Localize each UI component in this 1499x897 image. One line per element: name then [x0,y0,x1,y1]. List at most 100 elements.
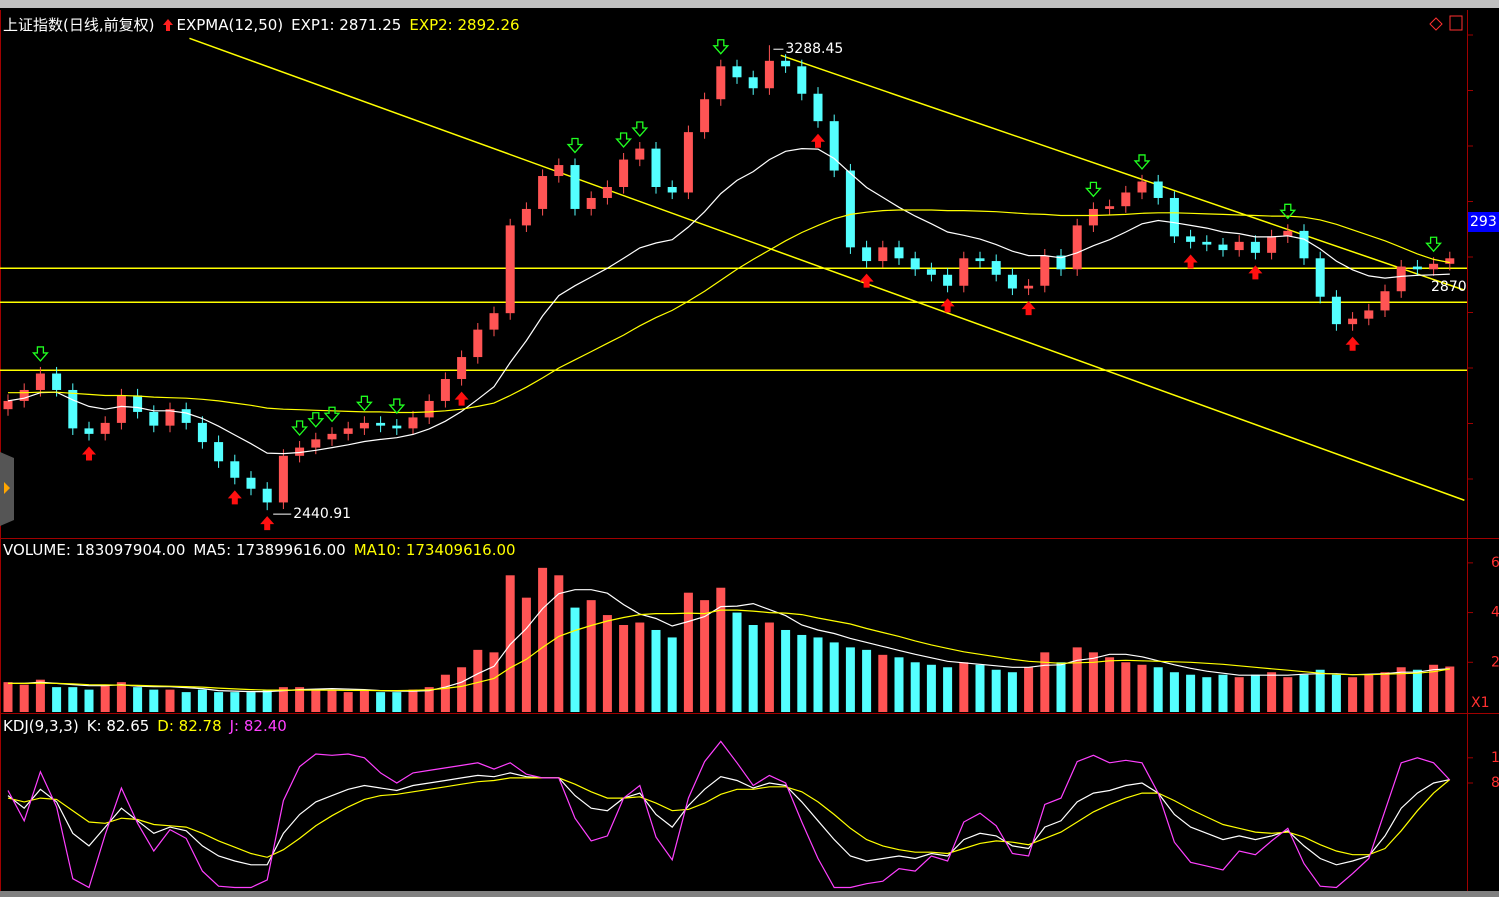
candle-body [635,148,645,160]
volume-bar [278,687,288,712]
candle-body [943,274,953,286]
candle-body [1267,236,1277,253]
candle-body [181,409,191,423]
candle-body [489,313,499,330]
volume-bar [327,689,337,712]
volume-bar [1234,677,1244,712]
volume-bar [214,692,224,712]
candle-body [1072,225,1082,270]
sell-signal [615,132,633,148]
volume-bar [538,567,548,712]
candle-body [1396,266,1406,292]
axis-unit: X1 [1471,695,1490,711]
candle-body [700,99,710,133]
candle-body [392,425,402,429]
volume-bar [1202,677,1212,712]
candle-body [1202,241,1212,245]
volume-bar [1412,669,1422,712]
buy-signal [1248,265,1263,280]
main-header: 上证指数(日线,前复权) EXPMA(12,50) EXP1: 2871.25 … [3,14,520,35]
volume-bar [1396,667,1406,712]
candle-body [586,197,596,209]
window-icon[interactable] [1429,17,1443,31]
volume-bar [910,662,920,712]
volume-bar [246,692,256,712]
volume-bar [1186,674,1196,712]
candle-body [602,187,612,198]
candle-body [975,258,985,262]
volume-bar [1267,672,1277,712]
candle-body [1331,296,1341,325]
sell-signal [631,121,649,138]
volume-bar [181,692,191,712]
buy-signal [1345,336,1360,351]
volume-bar [521,597,531,712]
y-tick-label: 4 [1491,605,1499,621]
window-icon[interactable] [1449,15,1463,31]
volume-bar [602,615,612,712]
trend-line [189,37,1465,501]
candle-body [1429,263,1439,270]
volume-bar [878,654,888,712]
candle-body [667,187,677,193]
volume-bar [894,657,904,712]
candle-body [311,439,321,448]
volume-bar [975,664,985,712]
series-line [7,772,1450,866]
y-tick-label: 6 [1491,555,1499,571]
candle-body [538,176,548,209]
volume-bar [1218,674,1228,712]
candle-body [440,379,450,401]
candle-body [230,461,240,478]
volume-bar [748,625,758,712]
candle-body [214,442,224,462]
volume-bar [570,607,580,712]
volume-bar [700,600,710,712]
candle-body [1088,208,1098,226]
candle-body [1283,230,1293,237]
volume-bar [829,642,839,712]
volume-bar [1072,647,1082,712]
y-tick-label: 8 [1491,775,1499,791]
y-tick-label: 10 [1491,750,1499,766]
volume-bar [3,682,13,712]
candle-body [246,477,256,489]
volume-bar [1105,657,1115,712]
candle-body [521,208,531,226]
candle-body [165,409,175,426]
candle-body [1315,258,1325,297]
volume-bar [262,689,272,712]
candle-body [1024,285,1034,289]
volume-bar [1364,674,1374,712]
candle-body [748,77,758,89]
candle-body [570,165,580,209]
sell-signal [1084,181,1102,198]
candle-body [1056,255,1066,270]
candle-body [1137,181,1147,193]
buy-signal [859,273,874,288]
candle-body [829,121,839,171]
legend-entry: K: 82.65 [86,717,150,735]
volume-bar [392,692,402,712]
window-bar [0,0,1499,8]
candle-body [52,373,62,390]
candle-body [457,357,467,380]
trend-line [780,54,1465,291]
volume-bar [52,687,62,712]
candle-body [1169,197,1179,237]
sell-signal [712,39,730,55]
candle-body [813,93,823,122]
volume-bar [197,689,207,712]
volume-bar [635,622,645,712]
series-line [8,609,1450,692]
legend-entry: J: 82.40 [229,717,287,735]
volume-bar [586,600,596,712]
candle-body [1445,258,1455,264]
candle-body [505,225,515,314]
candle-body [1299,230,1309,259]
candle-body [1040,255,1050,286]
low-label: 2440.91 [293,506,351,522]
sell-signal [388,398,406,415]
